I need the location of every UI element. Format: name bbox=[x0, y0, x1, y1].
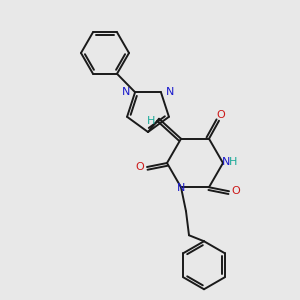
Text: N: N bbox=[166, 87, 174, 97]
Text: N: N bbox=[177, 183, 185, 193]
Text: H: H bbox=[147, 116, 155, 126]
Text: O: O bbox=[217, 110, 225, 120]
Text: O: O bbox=[136, 162, 144, 172]
Text: O: O bbox=[232, 186, 240, 196]
Text: N: N bbox=[222, 157, 230, 167]
Text: N: N bbox=[122, 87, 130, 97]
Text: H: H bbox=[229, 157, 237, 167]
